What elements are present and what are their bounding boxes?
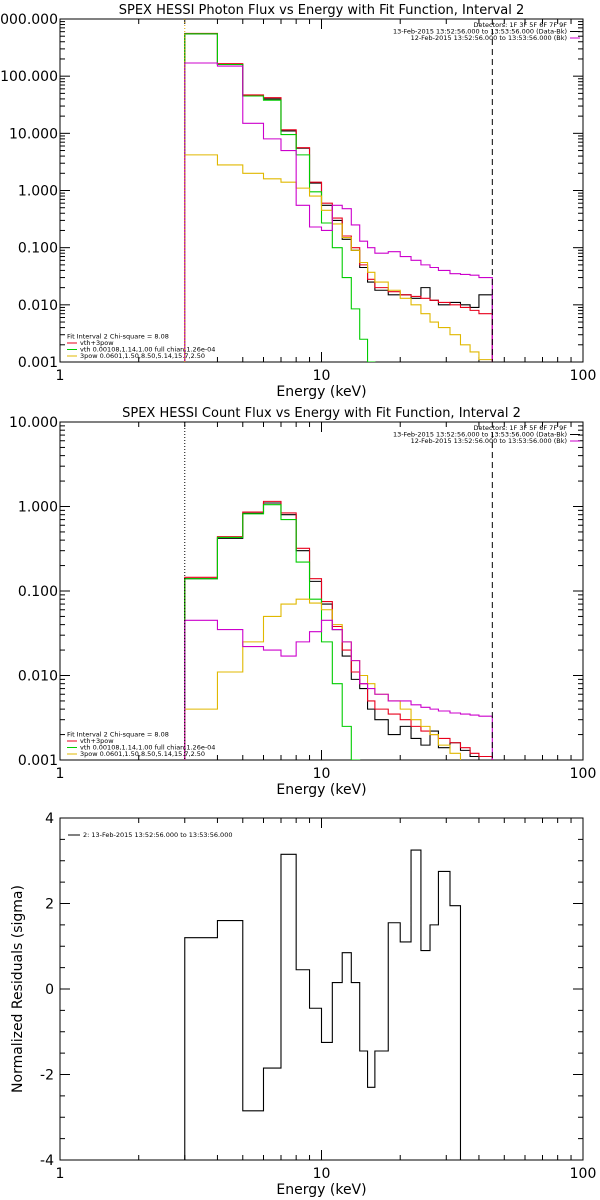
x-ticks: 1 10 100 [56,19,597,384]
chart-panel-3: 1 10 100 Energy (keV) -4 -2 0 2 4 Normalized Resi… [10,811,596,1198]
legend-label: 12-Feb-2015 13:52:56.000 to 13:53:56.000… [411,34,567,42]
y-tick-label: 1.000 [18,184,58,200]
y-tick-label: 10.000 [9,415,58,431]
x-tick-label: 100 [570,368,597,384]
legend-label: 2: 13-Feb-2015 13:52:56.000 to 13:53:56.… [83,831,232,839]
chart-panel-2: SPEX HESSI Count Flux vs Energy with Fit… [9,406,597,798]
y-tick-label: 0 [45,982,54,998]
series-group [184,849,462,1160]
x-tick-label: 1 [56,766,65,782]
series-group [184,32,493,362]
x-tick-label: 1 [56,368,65,384]
x-tick-label: 1 [56,1166,65,1182]
y-tick-label: 4 [45,811,54,827]
legend-top: 2: 13-Feb-2015 13:52:56.000 to 13:53:56.… [68,831,232,839]
series-line-1 [184,502,493,760]
y-ticks: 0.001 0.010 0.100 1.000 10.000 [9,415,583,769]
y-axis-label: Normalized Residuals (sigma) [10,885,26,1093]
x-axis-label: Energy (keV) [276,1182,366,1198]
y-tick-label: -4 [40,1153,54,1169]
legend-label: 12-Feb-2015 13:52:56.000 to 13:53:56.000… [411,437,567,445]
legend-label: 13-Feb-2015 13:52:56.000 to 13:53:56.000… [393,431,567,439]
chart-panel-1: SPEX HESSI Photon Flux vs Energy with Fi… [0,3,597,400]
y-tick-label: 0.010 [18,669,58,685]
x-ticks: 1 10 100 [56,818,597,1182]
series-line-2 [184,500,493,760]
chart-title: SPEX HESSI Photon Flux vs Energy with Fi… [119,3,525,18]
legend-label: vth 0.00108,1.14,1.00 full chian,1.26e-0… [80,346,215,354]
y-tick-label: 1000.000 [0,12,58,28]
y-ticks: -4 -2 0 2 4 [40,811,583,1169]
legend-bottom: Fit Interval 2 Chi-square = 8.08vth+3pow… [67,333,215,360]
legend-top: Detectors: 1F 3F 5F 6F 7F 9F13-Feb-2015 … [393,21,580,42]
y-tick-label: 0.100 [18,584,58,600]
series-line-5 [184,619,493,760]
legend-label: Detectors: 1F 3F 5F 6F 7F 9F [473,424,567,432]
y-tick-label: 0.001 [18,355,58,371]
y-tick-label: 100.000 [0,69,58,85]
y-tick-label: 1.000 [18,500,58,516]
plot-frame [59,817,584,1161]
x-tick-label: 10 [313,1166,331,1182]
series-group [184,500,493,760]
chart-title: SPEX HESSI Count Flux vs Energy with Fit… [122,406,521,421]
legend-label: 13-Feb-2015 13:52:56.000 to 13:53:56.000… [393,28,567,36]
legend-top: Detectors: 1F 3F 5F 6F 7F 9F13-Feb-2015 … [393,424,580,445]
series-line-3 [184,504,361,760]
x-tick-label: 100 [570,766,597,782]
x-ticks: 1 10 100 [56,422,597,782]
series-line-3 [184,33,376,362]
legend-label: 3pow 0.0601,1.50,8.50,5.14,15.7,2.50 [80,750,205,758]
legend-label: Fit Interval 2 Chi-square = 8.08 [67,731,169,739]
legend-label: vth+3pow [80,339,114,347]
y-tick-label: 0.100 [18,241,58,257]
legend-label: 3pow 0.0601,1.50,8.50,5.14,15.7,2.50 [80,352,205,360]
y-tick-label: 0.001 [18,753,58,769]
legend-label: vth 0.00108,1.14,1.00 full chian,1.26e-0… [80,744,215,752]
x-axis-label: Energy (keV) [276,384,366,400]
legend-label: Fit Interval 2 Chi-square = 8.08 [67,333,169,341]
x-tick-label: 10 [313,766,331,782]
y-tick-label: 2 [45,897,54,913]
series-line-1 [184,849,462,1160]
x-tick-label: 10 [313,368,331,384]
y-tick-label: -2 [40,1068,54,1084]
legend-bottom: Fit Interval 2 Chi-square = 8.08vth+3pow… [67,731,215,758]
x-axis-label: Energy (keV) [276,782,366,798]
y-tick-label: 10.000 [9,126,58,142]
legend-label: Detectors: 1F 3F 5F 6F 7F 9F [473,21,567,29]
y-ticks: 0.001 0.010 0.100 1.000 10.000 100.000 1000.00… [0,12,583,371]
legend-label: vth+3pow [80,737,114,745]
series-line-2 [184,32,493,362]
series-line-5 [184,62,493,362]
y-tick-label: 0.010 [18,298,58,314]
x-tick-label: 100 [570,1166,597,1182]
series-line-1 [184,33,493,362]
